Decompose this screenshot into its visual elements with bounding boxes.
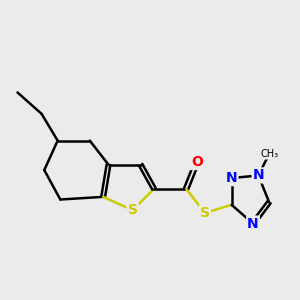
Text: S: S [200,206,210,220]
Text: CH₃: CH₃ [260,149,278,159]
Text: S: S [128,203,138,217]
Text: O: O [191,155,203,169]
Text: N: N [253,168,264,182]
Text: N: N [247,217,259,231]
Text: N: N [226,171,238,185]
